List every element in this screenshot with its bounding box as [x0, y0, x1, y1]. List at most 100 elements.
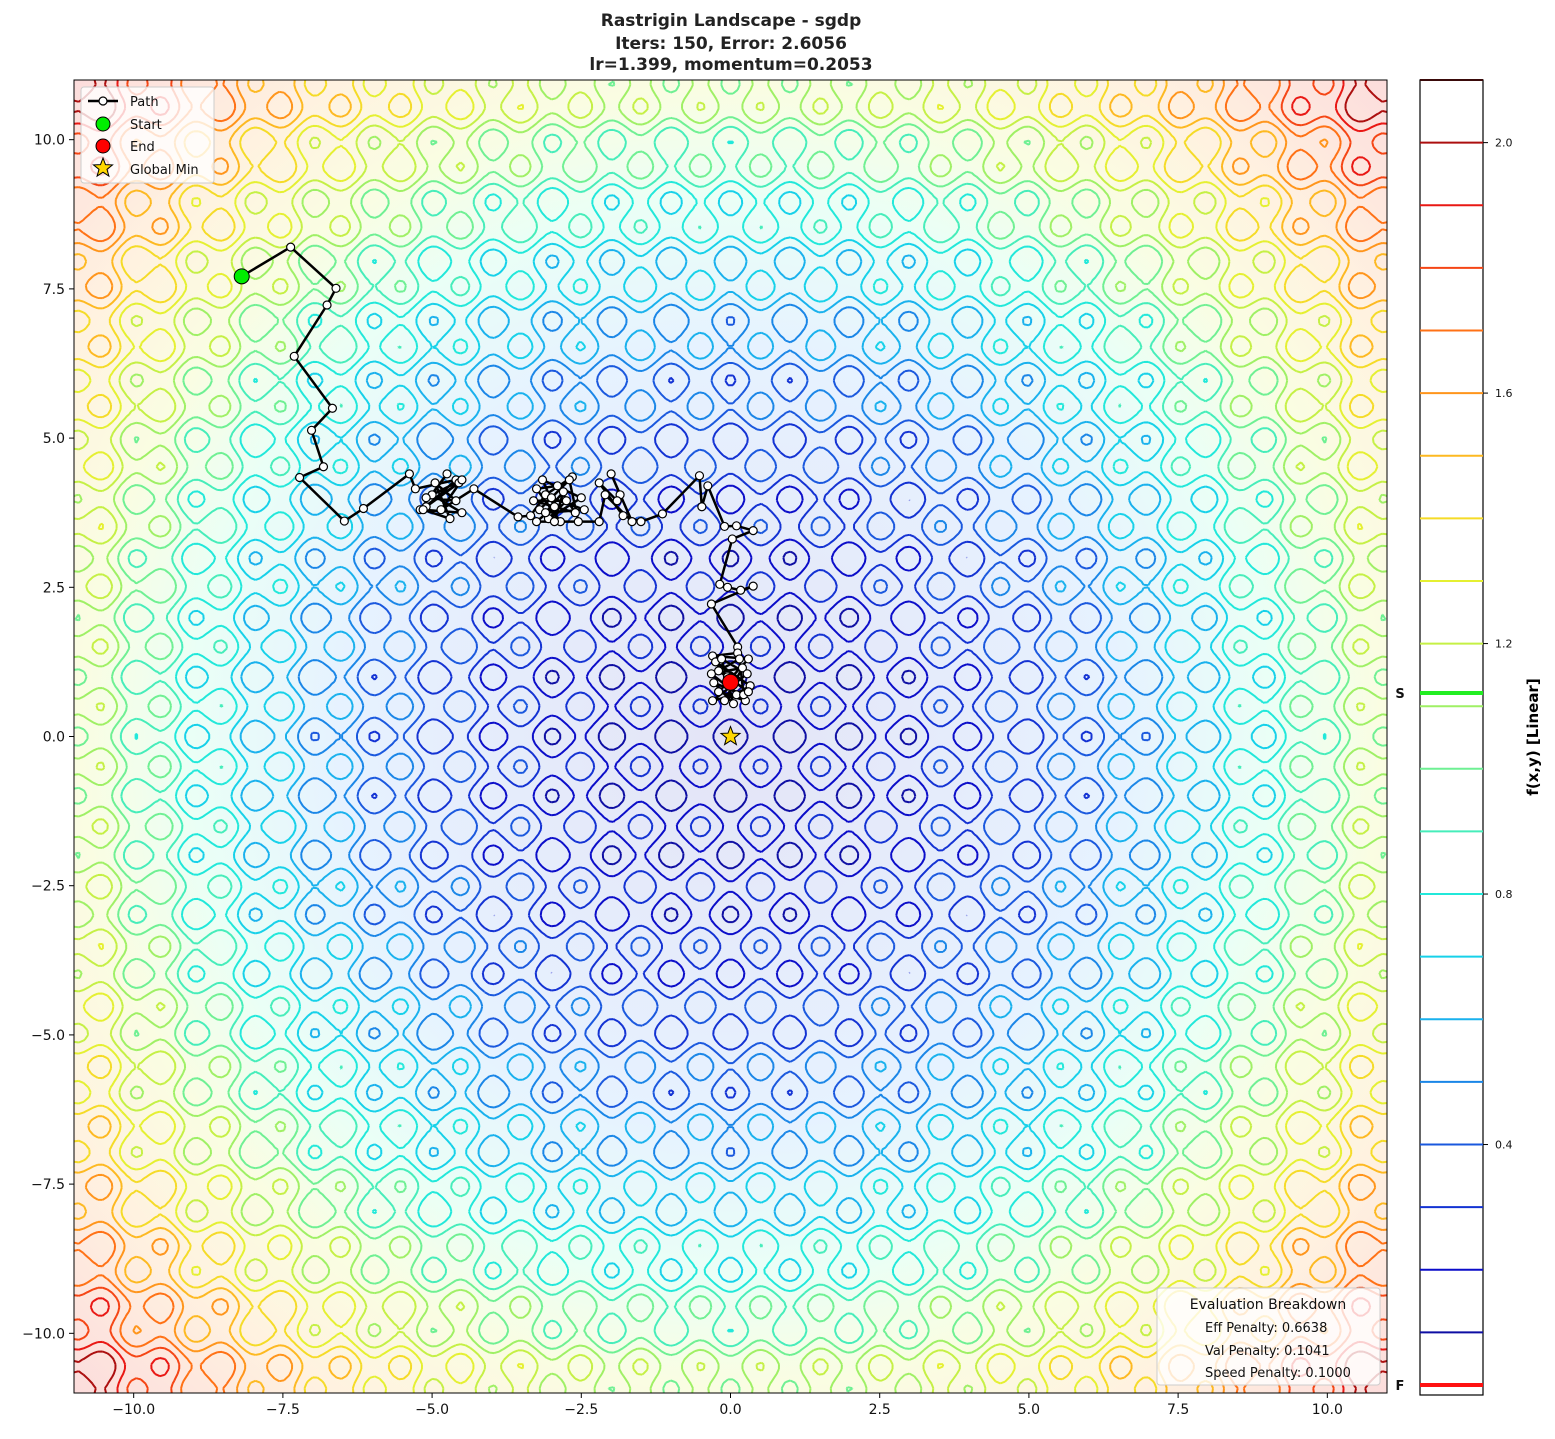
legend-end-label: End [130, 140, 155, 155]
path-point [742, 669, 752, 679]
path-point [525, 511, 536, 521]
colorbar-frame [1419, 79, 1484, 1396]
x-tick-label: 7.5 [1167, 1402, 1189, 1418]
path-point [731, 521, 742, 531]
contour-level-0.4 [310, 316, 1151, 1157]
path-point [734, 654, 745, 664]
start-marker [233, 268, 250, 285]
y-axis: 10.0 7.5 5.0 2.5 0.0 −2.5 −5.0 −7.5 −10.0 [22, 133, 74, 1342]
path-point [728, 699, 739, 709]
plot-area [74, 80, 1387, 1393]
contour-level-0.1 [543, 549, 918, 924]
x-axis: −10.0 −7.5 −5.0 −2.5 0.0 2.5 5.0 7.5 10.0 [112, 1393, 1343, 1418]
x-tick-label: −5.0 [415, 1402, 449, 1418]
y-tick-label: −7.5 [31, 1177, 65, 1193]
chart-title-line-3: lr=1.399, momentum=0.2053 [589, 55, 872, 75]
legend-start-marker [95, 116, 111, 132]
colorbar-tick-label: 0.8 [1495, 888, 1513, 901]
colorbar-tick-label: 1.6 [1495, 387, 1513, 400]
contour-level-0.5 [297, 303, 1164, 1170]
path-point [469, 484, 479, 494]
path-point [306, 425, 317, 435]
path-point [442, 469, 452, 479]
colorbar-final-marker-label: F [1396, 1379, 1405, 1394]
legend-box [80, 86, 215, 184]
path-point [579, 505, 589, 515]
contour-level-1 [74, 80, 1387, 1393]
evaluation-breakdown: Evaluation Breakdown Eff Penalty: 0.6638… [1156, 1287, 1381, 1386]
path-point [606, 469, 616, 479]
path-point [318, 462, 329, 472]
path-point [736, 585, 746, 595]
path-point [558, 487, 568, 497]
path-point [561, 496, 571, 506]
y-tick-label: 10.0 [34, 133, 65, 149]
path-point [737, 663, 748, 673]
path-point [713, 666, 724, 676]
x-tick-label: −2.5 [564, 1402, 598, 1418]
path-point [706, 599, 717, 609]
path-point [600, 490, 610, 500]
contour-lines [74, 80, 1387, 1393]
path-point [404, 469, 415, 479]
y-tick-label: 7.5 [43, 282, 65, 298]
path-point [286, 242, 296, 252]
path-point [327, 403, 338, 413]
x-tick-label: 0.0 [719, 1402, 741, 1418]
path-point [694, 471, 705, 481]
path-point [657, 509, 668, 519]
path-point [748, 581, 758, 591]
path-point [339, 516, 349, 526]
path-point [719, 696, 730, 706]
path-point [709, 678, 719, 688]
colorbar-label: f(x,y) [Linear] [1524, 678, 1542, 795]
contour-level-1.1 [74, 80, 1387, 1393]
global-min-star [719, 725, 742, 746]
colorbar-tick-label: 2.0 [1495, 137, 1513, 150]
path-point [445, 514, 455, 524]
path-point [294, 472, 305, 483]
legend-start-label: Start [130, 118, 162, 133]
path-point [570, 508, 580, 518]
contour-level-1.3 [74, 80, 1387, 1393]
path-point [513, 512, 523, 522]
path-point [719, 521, 730, 532]
path-point [594, 478, 604, 488]
path-point [612, 496, 622, 506]
path-point [540, 508, 551, 518]
path-point [697, 502, 707, 512]
path-point [289, 351, 299, 361]
path-point [430, 478, 440, 488]
path-point [715, 579, 725, 589]
path-point [436, 505, 446, 515]
path-point [331, 283, 341, 293]
val-penalty: Val Penalty: 0.1041 [1205, 1344, 1330, 1359]
path-point [743, 654, 754, 664]
x-tick-label: 10.0 [1312, 1402, 1343, 1418]
path-point [576, 493, 586, 503]
path-point [418, 505, 428, 515]
contour-level-0.8 [134, 140, 1327, 1333]
path-point [707, 696, 718, 706]
legend-global-min-label: Global Min [130, 163, 199, 178]
contour-level-1.5 [74, 80, 1387, 1393]
path-point [713, 687, 724, 697]
path-point [549, 502, 560, 512]
y-tick-label: 5.0 [43, 431, 65, 447]
path-point [627, 517, 637, 527]
y-tick-label: −5.0 [31, 1028, 65, 1044]
path-point [549, 517, 560, 527]
path-point [618, 511, 628, 521]
path-point [531, 517, 542, 527]
contour-level-0.2 [478, 484, 983, 989]
path-point [531, 484, 542, 494]
contour-level-1.2 [74, 80, 1387, 1393]
y-tick-label: −2.5 [31, 879, 65, 895]
path-point [421, 493, 431, 503]
path-point [722, 582, 733, 592]
chart-title-line-2: Iters: 150, Error: 2.6056 [615, 34, 847, 54]
path-point [727, 534, 737, 544]
path-point [528, 496, 539, 506]
path-point [743, 687, 754, 697]
